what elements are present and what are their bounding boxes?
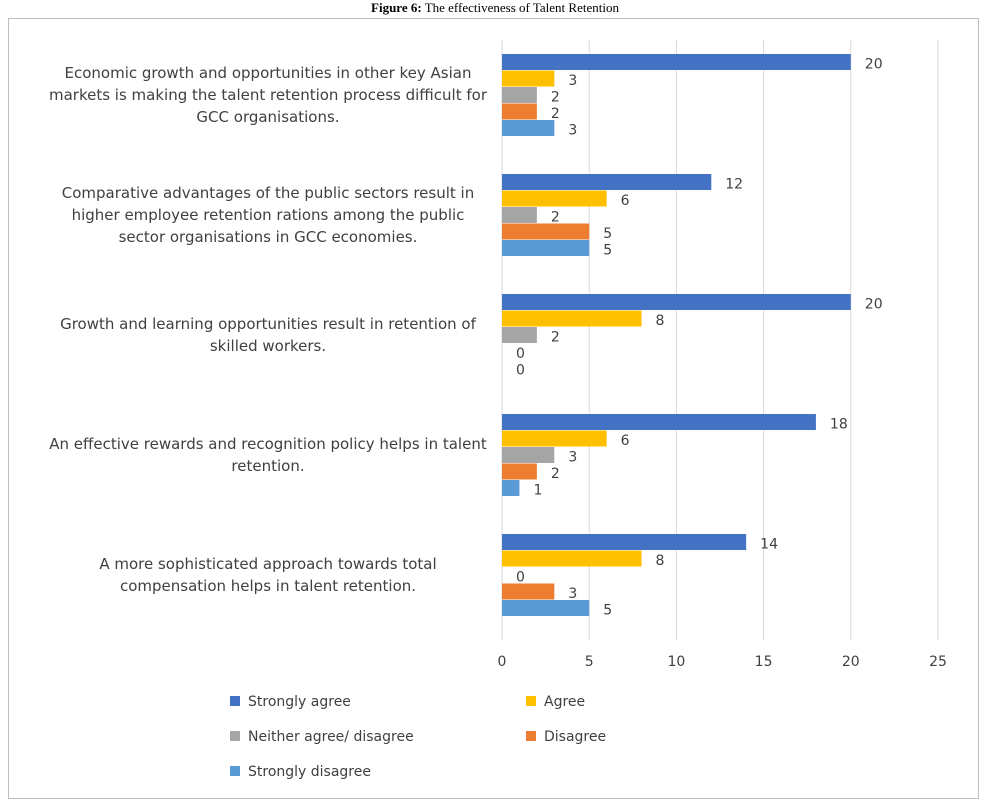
bar — [502, 240, 590, 256]
data-label: 0 — [516, 346, 525, 362]
legend-swatch — [230, 731, 240, 741]
data-label: 6 — [621, 433, 630, 449]
bar — [502, 103, 537, 120]
legend-label: Disagree — [544, 729, 607, 745]
bar — [502, 294, 851, 310]
data-label: 14 — [760, 536, 778, 552]
x-tick-label: 20 — [842, 654, 860, 670]
category-label: An effective rewards and recognition pol… — [49, 435, 487, 476]
data-label: 3 — [568, 449, 577, 465]
data-label: 20 — [865, 296, 883, 312]
category-label: Growth and learning opportunities result… — [60, 315, 476, 356]
bar — [502, 480, 520, 496]
bar — [502, 174, 712, 190]
legend-item: Neither agree/ disagree — [230, 729, 414, 745]
legend-swatch — [526, 696, 536, 706]
legend-item: Strongly disagree — [230, 764, 371, 780]
x-tick-label: 0 — [498, 654, 507, 670]
bar — [502, 87, 537, 103]
data-label: 2 — [551, 329, 560, 345]
data-label: 2 — [551, 466, 560, 482]
legend-swatch — [230, 696, 240, 706]
data-label: 5 — [603, 602, 612, 618]
data-label: 20 — [865, 56, 883, 72]
legend-item: Agree — [526, 694, 585, 710]
chart-title: Figure 6: The effectiveness of Talent Re… — [0, 0, 990, 16]
legend-label: Neither agree/ disagree — [248, 729, 414, 745]
category-label: Economic growth and opportunities in oth… — [48, 64, 487, 127]
data-label: 5 — [603, 226, 612, 242]
chart-frame — [8, 18, 979, 799]
bar — [502, 583, 555, 600]
legend-label: Strongly agree — [248, 694, 351, 710]
bar — [502, 463, 537, 480]
figure-label: Figure 6: — [371, 0, 422, 15]
data-label: 3 — [568, 122, 577, 138]
bar — [502, 414, 816, 430]
legend-label: Strongly disagree — [248, 764, 371, 780]
bar — [502, 430, 607, 447]
x-tick-label: 15 — [755, 654, 773, 670]
legend-swatch — [230, 766, 240, 776]
data-label: 3 — [568, 73, 577, 89]
data-label: 2 — [551, 106, 560, 122]
bar — [502, 190, 607, 207]
data-label: 2 — [551, 209, 560, 225]
data-label: 8 — [656, 553, 665, 569]
bar — [502, 550, 642, 567]
data-label: 2 — [551, 89, 560, 105]
x-tick-label: 10 — [667, 654, 685, 670]
data-label: 5 — [603, 242, 612, 258]
legend-label: Agree — [544, 694, 586, 710]
data-label: 1 — [533, 482, 542, 498]
legend-item: Strongly agree — [230, 694, 351, 710]
bar — [502, 223, 590, 240]
bar — [502, 207, 537, 223]
legend-item: Disagree — [526, 729, 606, 745]
category-label: Comparative advantages of the public sec… — [61, 184, 475, 247]
data-label: 0 — [516, 362, 525, 378]
bar — [502, 327, 537, 343]
bar — [502, 310, 642, 327]
category-label: A more sophisticated approach towards to… — [99, 555, 437, 596]
bar — [502, 54, 851, 70]
data-label: 0 — [516, 569, 525, 585]
bar — [502, 70, 555, 87]
legend-swatch — [526, 731, 536, 741]
x-tick-label: 25 — [929, 654, 947, 670]
bar — [502, 534, 747, 550]
data-label: 8 — [656, 313, 665, 329]
bar — [502, 447, 555, 463]
bar — [502, 120, 555, 136]
x-tick-label: 5 — [585, 654, 594, 670]
bar — [502, 600, 590, 616]
data-label: 18 — [830, 416, 848, 432]
data-label: 6 — [621, 193, 630, 209]
title-text: The effectiveness of Talent Retention — [424, 0, 619, 15]
data-label: 12 — [725, 176, 743, 192]
data-label: 3 — [568, 586, 577, 602]
